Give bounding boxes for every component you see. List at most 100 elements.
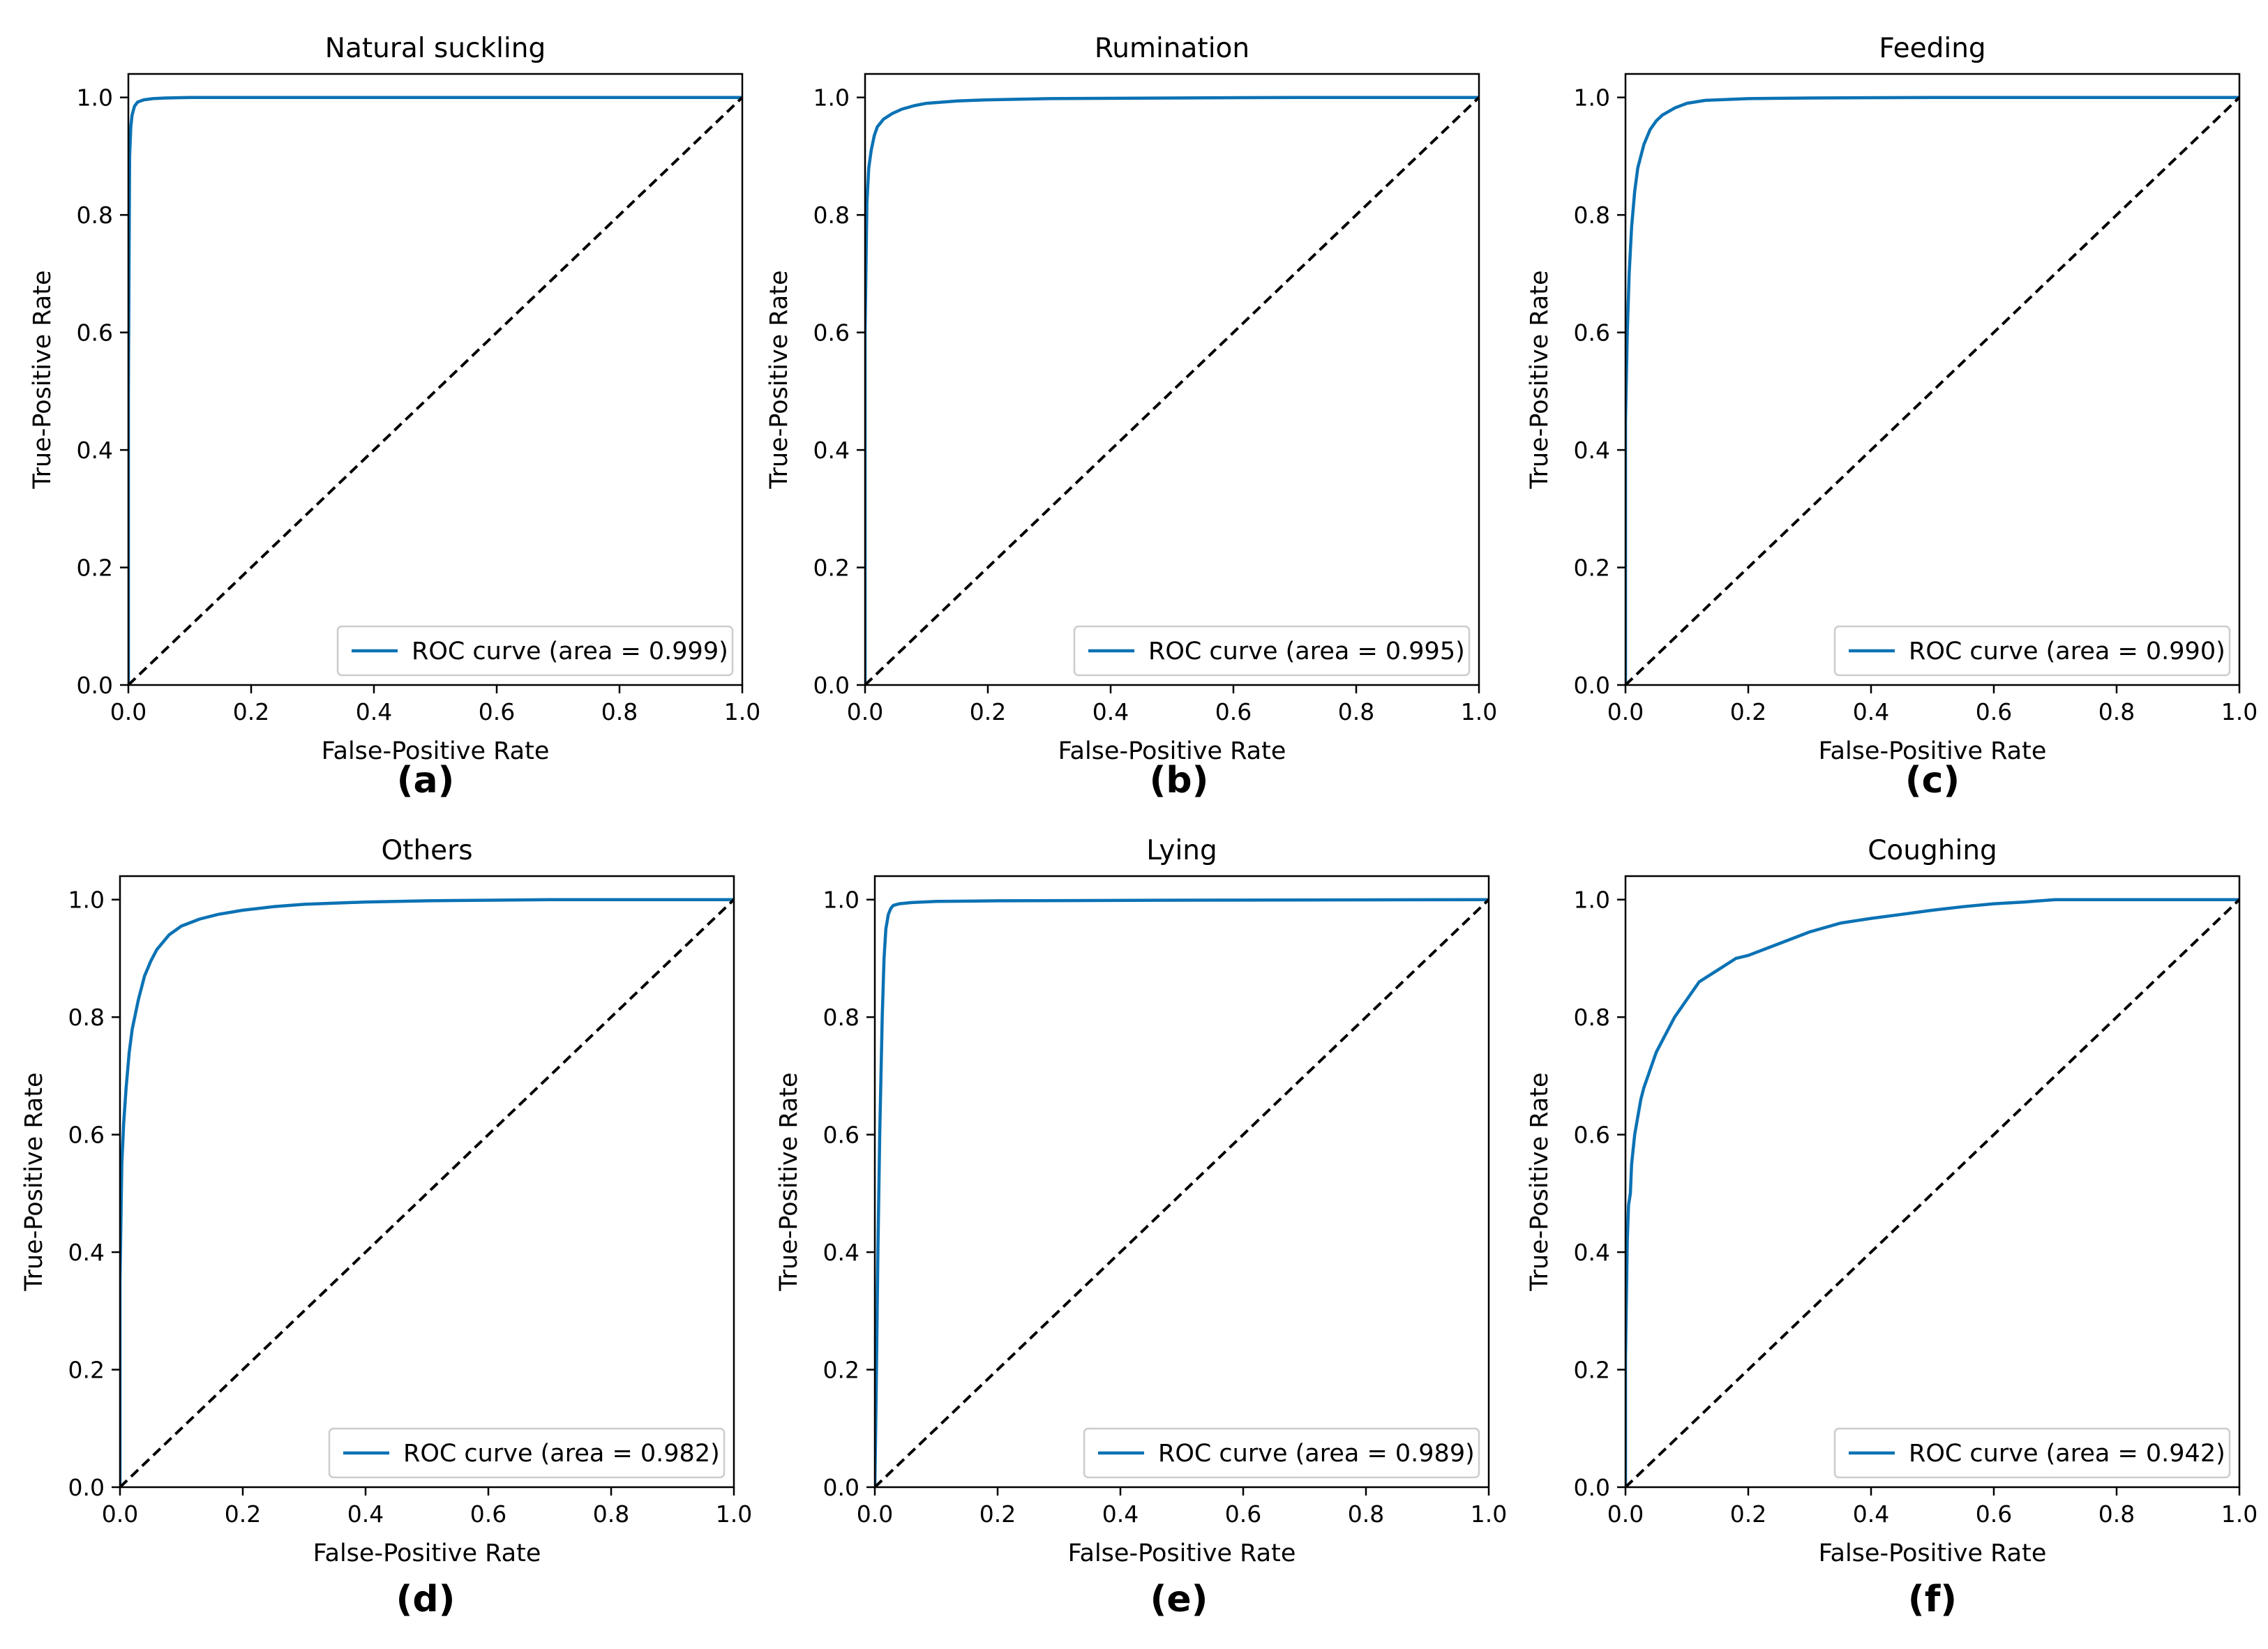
- legend: ROC curve (area = 0.990): [1833, 625, 2231, 677]
- y-tick-label: 0.8: [813, 202, 850, 229]
- y-tick-label: 0.4: [1574, 1239, 1610, 1266]
- x-tick-label: 0.0: [847, 698, 883, 725]
- legend-box: [1073, 625, 1471, 677]
- y-tick-label: 0.0: [823, 1474, 859, 1501]
- x-tick-label: 0.4: [1092, 698, 1129, 725]
- x-tick-label: 0.8: [601, 698, 638, 725]
- x-tick-label: 0.0: [1607, 698, 1644, 725]
- x-tick-label: 0.0: [110, 698, 147, 725]
- legend: ROC curve (area = 0.989): [1083, 1427, 1480, 1479]
- panel-a: Natural suckling 0.0 0.2 0.4 0.6 0.8 1.0 0.0 0.2…: [29, 33, 760, 801]
- chance-diagonal-line: [1625, 898, 2239, 1487]
- roc-curve-line: [1625, 96, 2239, 685]
- axes-frame: [127, 73, 744, 686]
- x-tick-label: 1.0: [1461, 698, 1497, 725]
- x-tick-label: 0.6: [1215, 698, 1252, 725]
- panel-title: Rumination: [1095, 33, 1249, 64]
- y-tick-label: 0.4: [77, 437, 113, 464]
- x-tick-label: 0.6: [470, 1500, 506, 1528]
- x-tick-label: 0.8: [593, 1500, 629, 1528]
- panel-label: (c): [1905, 760, 1960, 801]
- x-tick-label: 0.6: [1976, 698, 2012, 725]
- axes-frame: [1624, 875, 2241, 1489]
- y-axis-label: True-Positive Rate: [1526, 270, 1554, 489]
- axes-frame: [1624, 73, 2241, 686]
- x-tick-label: 0.2: [979, 1500, 1016, 1528]
- x-tick-label: 1.0: [2221, 1500, 2258, 1528]
- x-tick-label: 0.4: [347, 1500, 384, 1528]
- y-tick-label: 0.8: [68, 1004, 105, 1031]
- y-tick-label: 0.6: [823, 1122, 859, 1149]
- axes-frame: [864, 73, 1480, 686]
- y-tick-label: 0.4: [823, 1239, 859, 1266]
- y-tick-label: 0.0: [1574, 1474, 1610, 1501]
- y-tick-label: 0.2: [1574, 1357, 1610, 1384]
- x-tick-label: 0.6: [1976, 1500, 2012, 1528]
- x-tick-label: 0.8: [2098, 698, 2135, 725]
- legend-box: [328, 1427, 726, 1479]
- chance-diagonal-line: [865, 96, 1479, 685]
- legend-box: [1083, 1427, 1480, 1479]
- legend-label: ROC curve (area = 0.999): [412, 638, 728, 665]
- chance-diagonal-line: [120, 898, 734, 1487]
- y-tick-label: 0.2: [68, 1357, 105, 1384]
- y-tick-label: 1.0: [68, 887, 105, 914]
- y-tick-label: 1.0: [823, 887, 859, 914]
- x-axis-label: False-Positive Rate: [322, 737, 550, 765]
- x-axis-label: False-Positive Rate: [1058, 737, 1286, 765]
- x-axis-label: False-Positive Rate: [1819, 1539, 2047, 1567]
- legend-label: ROC curve (area = 0.982): [403, 1440, 720, 1468]
- x-tick-label: 0.6: [479, 698, 515, 725]
- y-tick-label: 1.0: [813, 84, 850, 112]
- x-tick-label: 1.0: [1471, 1500, 1507, 1528]
- panel-label: (d): [396, 1579, 456, 1620]
- y-tick-label: 0.0: [77, 672, 113, 699]
- x-tick-label: 0.8: [1338, 698, 1374, 725]
- y-tick-label: 0.2: [77, 555, 113, 582]
- y-tick-label: 1.0: [1574, 887, 1610, 914]
- y-tick-label: 0.8: [1574, 1004, 1610, 1031]
- roc-curve-line: [128, 96, 742, 685]
- x-tick-label: 0.0: [1607, 1500, 1644, 1528]
- y-tick-label: 0.0: [813, 672, 850, 699]
- panel-b: Rumination 0.0 0.2 0.4 0.6 0.8 1.0 0.0 0.2 0.4 0.6…: [765, 33, 1497, 801]
- chance-diagonal-line: [128, 96, 742, 685]
- x-tick-label: 0.4: [356, 698, 392, 725]
- legend-label: ROC curve (area = 0.989): [1158, 1440, 1475, 1468]
- panel-title: Coughing: [1868, 835, 1997, 866]
- x-tick-label: 1.0: [2221, 698, 2258, 725]
- x-tick-label: 0.6: [1225, 1500, 1261, 1528]
- panel-title: Natural suckling: [325, 33, 546, 64]
- y-tick-label: 1.0: [1574, 84, 1610, 112]
- x-tick-label: 0.8: [1348, 1500, 1384, 1528]
- y-tick-label: 0.4: [68, 1239, 105, 1266]
- legend: ROC curve (area = 0.999): [336, 625, 734, 677]
- y-axis-label: True-Positive Rate: [20, 1072, 48, 1291]
- x-tick-label: 0.2: [225, 1500, 261, 1528]
- panel-label: (e): [1150, 1579, 1208, 1620]
- y-tick-label: 0.8: [1574, 202, 1610, 229]
- x-tick-label: 0.8: [2098, 1500, 2135, 1528]
- y-tick-label: 0.8: [77, 202, 113, 229]
- x-tick-label: 0.4: [1853, 1500, 1889, 1528]
- legend: ROC curve (area = 0.995): [1073, 625, 1471, 677]
- x-tick-label: 1.0: [716, 1500, 752, 1528]
- y-tick-label: 0.6: [68, 1122, 105, 1149]
- legend-label: ROC curve (area = 0.942): [1909, 1440, 2225, 1468]
- roc-curve-line: [875, 898, 1489, 1487]
- legend-box: [1833, 1427, 2231, 1479]
- legend: ROC curve (area = 0.982): [328, 1427, 726, 1479]
- chance-diagonal-line: [875, 898, 1489, 1487]
- panel-label: (a): [397, 760, 455, 801]
- panel-title: Feeding: [1879, 33, 1985, 64]
- y-axis-label: True-Positive Rate: [1526, 1072, 1554, 1291]
- y-tick-label: 0.4: [813, 437, 850, 464]
- axes-frame: [119, 875, 735, 1489]
- y-axis-label: True-Positive Rate: [775, 1072, 803, 1291]
- y-tick-label: 0.6: [1574, 1122, 1610, 1149]
- x-tick-label: 0.2: [970, 698, 1006, 725]
- legend-label: ROC curve (area = 0.995): [1148, 638, 1465, 665]
- panel-d: Others 0.0 0.2 0.4 0.6 0.8 1.0 0.0 0.2 0.4 0.6 0.8 1…: [20, 835, 752, 1620]
- panel-label: (b): [1150, 760, 1209, 801]
